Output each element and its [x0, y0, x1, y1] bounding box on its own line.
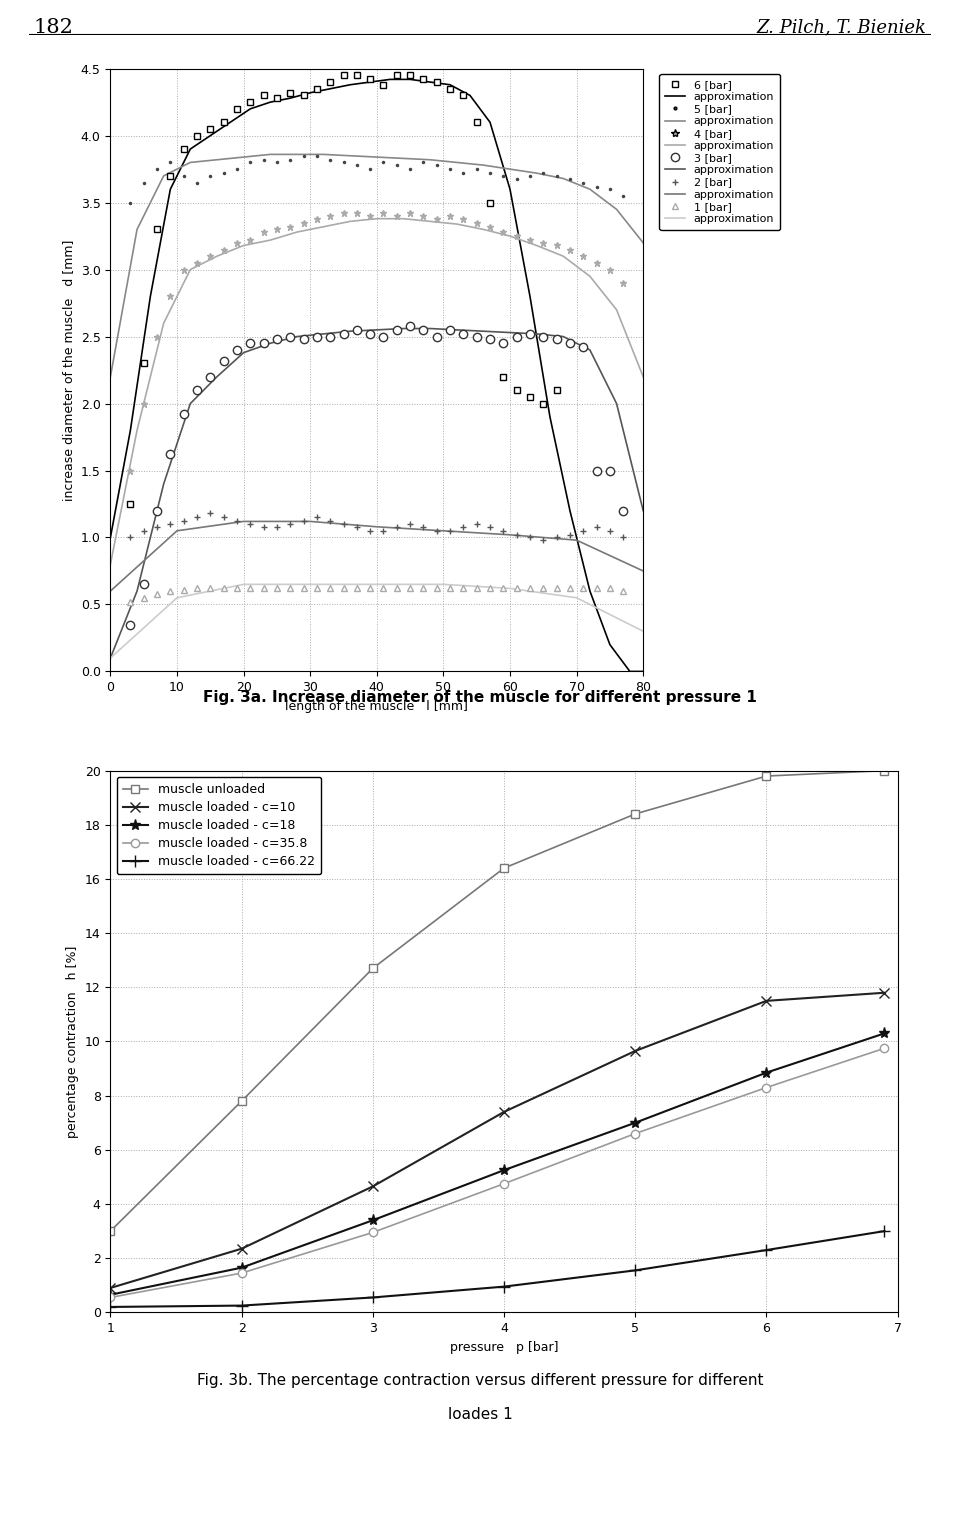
Y-axis label: percentage contraction   h [%]: percentage contraction h [%]	[66, 945, 80, 1138]
muscle unloaded	[367, 960, 378, 978]
muscle loaded - c=18	[760, 1064, 772, 1082]
Text: Z. Pilch, T. Bieniek: Z. Pilch, T. Bieniek	[756, 18, 926, 37]
Text: Fig. 3b. The percentage contraction versus different pressure for different: Fig. 3b. The percentage contraction vers…	[197, 1373, 763, 1389]
muscle loaded - c=35.8	[630, 1125, 641, 1143]
Line: muscle loaded - c=10: muscle loaded - c=10	[106, 987, 889, 1293]
Y-axis label: increase diameter of the muscle   d [mm]: increase diameter of the muscle d [mm]	[62, 240, 75, 501]
muscle loaded - c=10	[630, 1042, 641, 1061]
muscle loaded - c=66.22	[630, 1260, 641, 1279]
muscle loaded - c=35.8	[878, 1039, 890, 1058]
muscle loaded - c=18	[878, 1024, 890, 1042]
X-axis label: pressure   p [bar]: pressure p [bar]	[449, 1341, 559, 1354]
Line: muscle loaded - c=66.22: muscle loaded - c=66.22	[105, 1225, 890, 1312]
muscle loaded - c=66.22	[236, 1297, 248, 1315]
Line: muscle unloaded: muscle unloaded	[107, 766, 889, 1235]
muscle loaded - c=35.8	[367, 1224, 378, 1242]
Text: 182: 182	[34, 18, 74, 37]
muscle unloaded	[878, 761, 890, 780]
Line: muscle loaded - c=35.8: muscle loaded - c=35.8	[107, 1044, 889, 1302]
Line: muscle loaded - c=18: muscle loaded - c=18	[105, 1029, 890, 1300]
muscle unloaded	[760, 768, 772, 786]
Text: loades 1: loades 1	[447, 1407, 513, 1422]
muscle loaded - c=66.22	[367, 1288, 378, 1306]
Legend: muscle unloaded, muscle loaded - c=10, muscle loaded - c=18, muscle loaded - c=3: muscle unloaded, muscle loaded - c=10, m…	[117, 777, 322, 874]
Legend: 6 [bar], approximation, 5 [bar], approximation, 4 [bar], approximation, 3 [bar],: 6 [bar], approximation, 5 [bar], approxi…	[660, 75, 780, 230]
muscle loaded - c=35.8	[105, 1288, 116, 1306]
muscle loaded - c=35.8	[498, 1175, 510, 1193]
muscle loaded - c=10	[878, 984, 890, 1003]
muscle loaded - c=10	[236, 1239, 248, 1257]
muscle loaded - c=18	[236, 1259, 248, 1277]
muscle loaded - c=66.22	[105, 1297, 116, 1315]
muscle loaded - c=10	[367, 1177, 378, 1195]
muscle loaded - c=18	[498, 1161, 510, 1180]
muscle loaded - c=35.8	[760, 1079, 772, 1097]
muscle loaded - c=66.22	[498, 1277, 510, 1296]
muscle loaded - c=66.22	[878, 1222, 890, 1241]
muscle loaded - c=18	[105, 1285, 116, 1303]
muscle unloaded	[498, 859, 510, 877]
muscle unloaded	[236, 1093, 248, 1111]
muscle unloaded	[105, 1222, 116, 1241]
muscle loaded - c=10	[105, 1279, 116, 1297]
X-axis label: length of the muscle   l [mm]: length of the muscle l [mm]	[285, 700, 468, 713]
muscle loaded - c=18	[630, 1114, 641, 1132]
muscle unloaded	[630, 804, 641, 823]
muscle loaded - c=10	[760, 992, 772, 1010]
muscle loaded - c=66.22	[760, 1241, 772, 1259]
muscle loaded - c=35.8	[236, 1264, 248, 1282]
muscle loaded - c=18	[367, 1212, 378, 1230]
muscle loaded - c=10	[498, 1103, 510, 1122]
Text: Fig. 3a. Increase diameter of the muscle for different pressure 1: Fig. 3a. Increase diameter of the muscle…	[204, 690, 756, 705]
